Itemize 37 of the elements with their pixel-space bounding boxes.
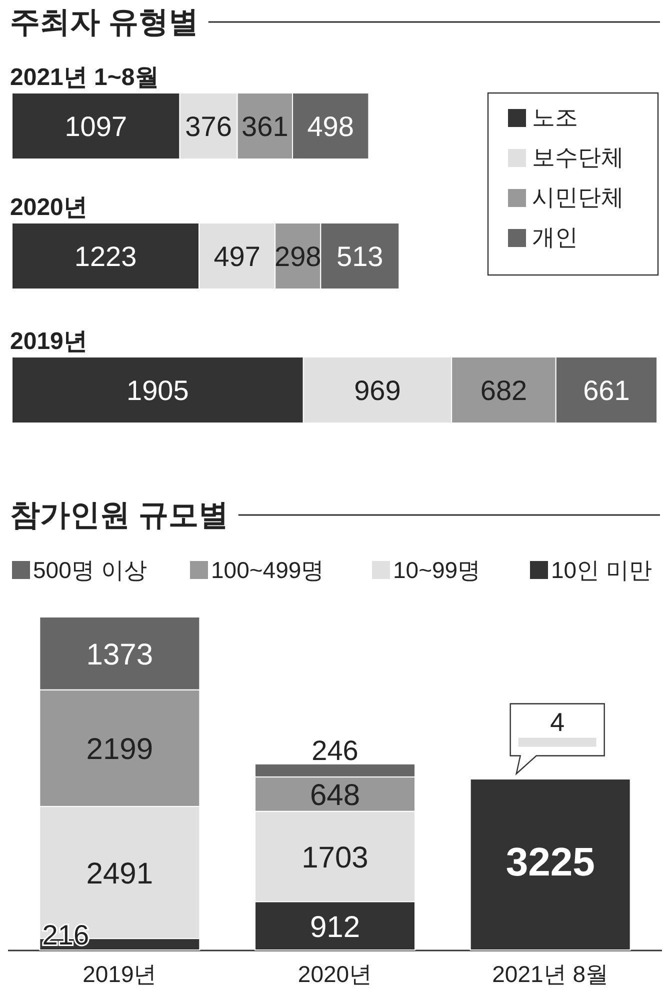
legend-label: 시민단체 [532, 184, 624, 210]
legend-label: 10~99명 [393, 557, 481, 583]
legend-label: 10인 미만 [551, 557, 652, 583]
x-tick-label: 2019년 [82, 961, 157, 987]
data-label: 969 [354, 375, 401, 406]
chart-title: 주최자 유형별 [10, 6, 198, 39]
legend-label: 100~499명 [211, 557, 324, 583]
x-tick-label: 2020년 [298, 961, 372, 987]
data-label: 246 [312, 734, 358, 766]
data-label: 497 [214, 241, 260, 272]
data-label: 661 [583, 375, 630, 406]
legend-label: 개인 [532, 224, 578, 250]
data-label: 513 [336, 241, 384, 272]
data-label: 298 [274, 241, 322, 272]
data-label: 376 [185, 111, 232, 142]
data-label: 4 [550, 706, 565, 737]
data-label: 648 [310, 779, 360, 812]
data-label: 498 [307, 111, 354, 142]
data-label: 361 [242, 111, 288, 142]
data-label: 1223 [74, 241, 137, 272]
x-tick-label: 2021년 8월 [492, 961, 609, 987]
data-label: 1703 [302, 841, 368, 874]
data-label: 912 [310, 910, 360, 944]
y-tick-label: 2019년 [10, 328, 88, 355]
legend-label: 500명 이상 [33, 557, 147, 583]
data-label: 2199 [86, 733, 154, 766]
data-label: 3225 [506, 840, 595, 884]
y-tick-label: 2021년 1~8월 [10, 64, 159, 91]
legend-label: 보수단체 [532, 144, 624, 170]
data-label: 682 [480, 375, 528, 406]
data-label: 2491 [86, 857, 154, 890]
legend-label: 노조 [532, 104, 578, 130]
chart-title: 참가인원 규모별 [10, 499, 228, 532]
data-label: 1097 [64, 111, 128, 142]
data-label: 1905 [126, 375, 189, 406]
y-tick-label: 2020년 [10, 194, 88, 221]
data-label: 1373 [86, 638, 154, 672]
